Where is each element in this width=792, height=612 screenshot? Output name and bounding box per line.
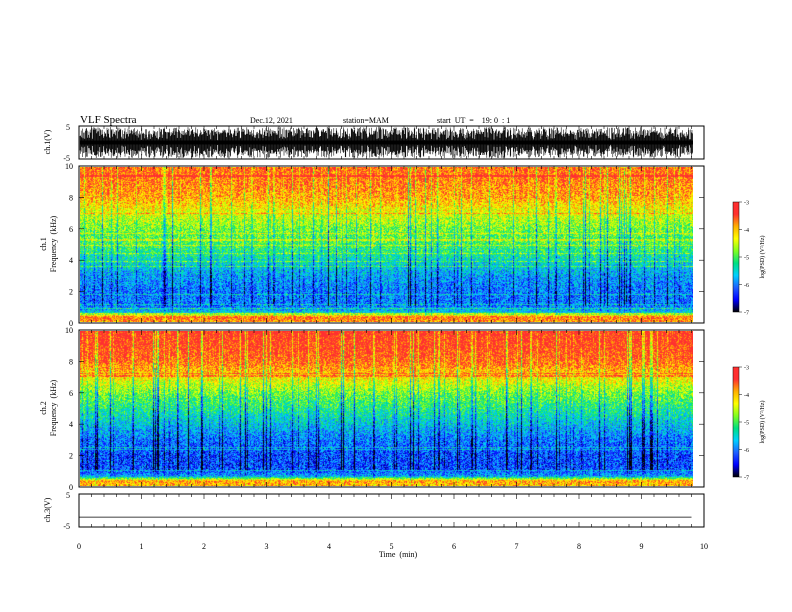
colorbar-tick-label: -6 [744,283,749,289]
figure-title: VLF Spectra [80,114,137,126]
freq-tick-label: 6 [69,225,73,234]
time-tick-label: 5 [390,542,394,551]
freq-tick-label: 8 [69,357,73,366]
time-tick-label: 4 [327,542,331,551]
time-tick-label: 7 [515,542,519,551]
ch2-colorbar-label: log(PSD) (V²/Hz) [759,401,766,444]
colorbar-tick-label: -5 [744,256,749,262]
time-tick-label: 6 [452,542,456,551]
freq-tick-label: 10 [65,326,73,335]
ch3-ytick-bottom: -5 [63,522,70,531]
ch3-waveform-frame [78,493,705,528]
ch2-spectrogram-panel: ch.2 Frequency (kHz) 0 2 4 6 8 10 [39,326,705,492]
time-tick-label: 9 [640,542,644,551]
station-label: station=MAM [343,116,389,125]
ch1-ytick-top: 5 [66,123,70,132]
time-axis-labels: 0 1 2 3 4 5 6 7 8 9 10 [77,542,708,551]
time-tick-label: 10 [700,542,708,551]
ch2-colorbar-gradient [732,366,740,478]
colorbar-tick-label: -4 [744,393,749,399]
ch1-colorbar-gradient [732,201,740,313]
freq-tick-label: 0 [69,483,73,492]
colorbar-tick-label: -5 [744,421,749,427]
colorbar-tick-label: -6 [744,448,749,454]
ch2-label: ch.2 [39,401,48,415]
ch1-ylabel: ch.1(V) [43,129,52,154]
colorbar-tick-label: -7 [744,476,749,482]
date-label: Dec.12, 2021 [250,116,293,125]
colorbar-tick-label: -4 [744,228,749,234]
ch1-freq-label: Frequency (kHz) [49,215,58,272]
ch1-colorbar-label: log(PSD) (V²/Hz) [759,236,766,279]
freq-tick-label: 0 [69,319,73,328]
ch1-waveform-core [80,140,693,145]
ch2-freq-label: Frequency (kHz) [49,379,58,436]
ch1-colorbar: -3 -4 -5 -6 -7 log(PSD) (V²/Hz) [732,201,766,317]
ch1-spectrogram-panel: ch.1 Frequency (kHz) 0 2 4 6 8 10 [39,162,705,328]
colorbar-tick-label: -3 [744,366,749,372]
time-tick-label: 8 [577,542,581,551]
ch2-colorbar: -3 -4 -5 -6 -7 log(PSD) (V²/Hz) [732,366,766,482]
ch1-spectrogram-image [80,167,693,322]
ch3-ytick-top: 5 [66,491,70,500]
freq-tick-label: 4 [69,420,73,429]
ch3-ylabel: ch.3(V) [43,497,52,522]
colorbar-tick-label: -7 [744,311,749,317]
start-time-label: start UT = 19: 0 : 1 [437,116,510,125]
ch1-ytick-bottom: -5 [63,154,70,163]
time-axis-ticks [78,126,705,527]
time-tick-label: 2 [202,542,206,551]
time-tick-label: 1 [140,542,144,551]
ch1-waveform-panel: ch.1(V) 5 -5 [43,123,705,163]
ch1-label: ch.1 [39,237,48,251]
freq-tick-label: 8 [69,193,73,202]
freq-tick-label: 2 [69,288,73,297]
time-axis-label: Time (min) [379,550,418,559]
time-tick-label: 3 [265,542,269,551]
ch2-spectrogram-image [80,331,693,486]
time-tick-label: 0 [77,542,81,551]
colorbar-tick-label: -3 [744,201,749,207]
freq-tick-label: 2 [69,452,73,461]
freq-tick-label: 10 [65,162,73,171]
ch1-waveform-trace [79,127,693,158]
ch3-waveform-panel: ch.3(V) 5 -5 [43,491,705,531]
freq-tick-label: 4 [69,256,73,265]
freq-tick-label: 6 [69,389,73,398]
